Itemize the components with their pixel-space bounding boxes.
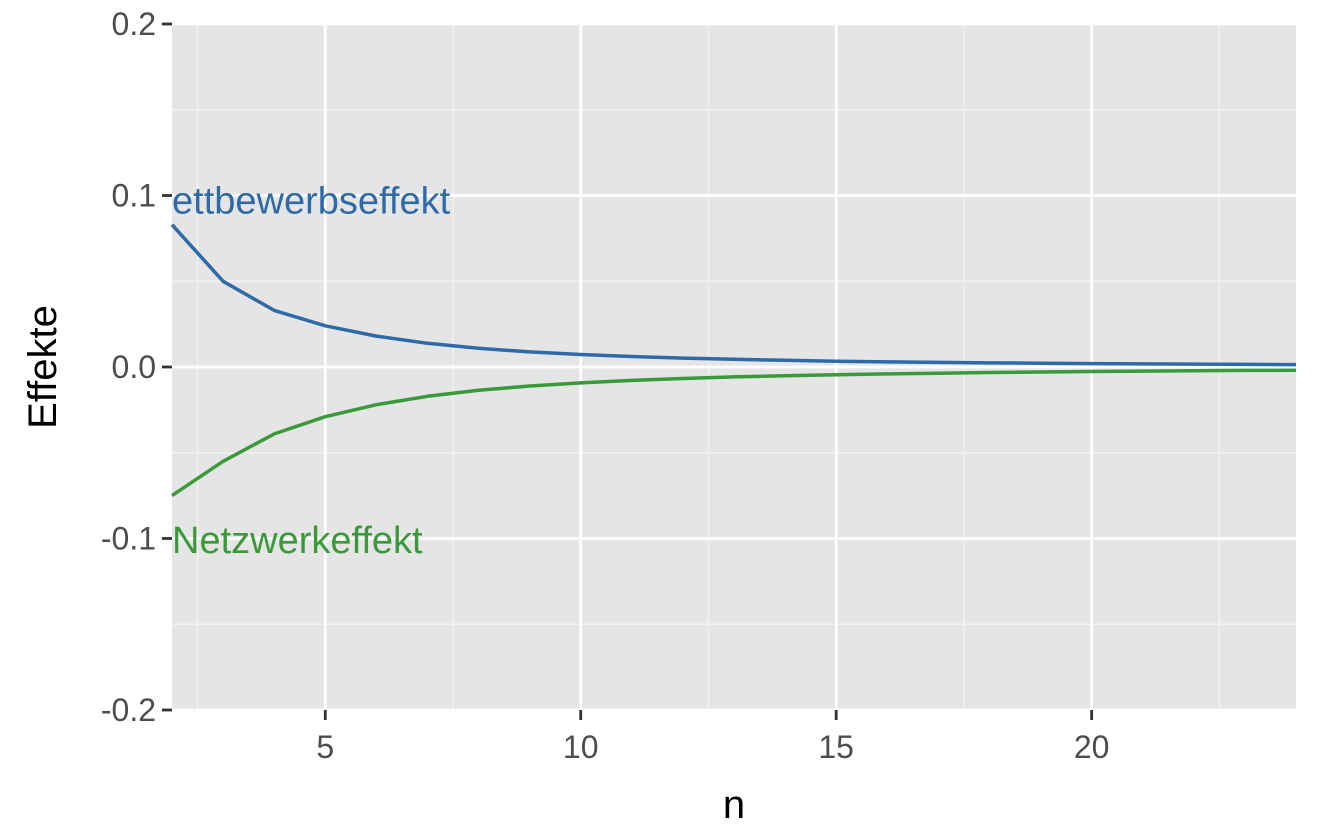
series-lines bbox=[170, 223, 1297, 498]
x-axis: 5 10 15 20 bbox=[316, 710, 1109, 765]
series-line-netzwerk bbox=[171, 368, 1297, 498]
annotation-label: Netzwerkeffekt bbox=[172, 520, 423, 562]
series-line-wettbewerb bbox=[170, 223, 1297, 367]
series-annotations: ettbewerbseffekt Netzwerkeffekt bbox=[172, 181, 451, 563]
y-tick-label: -0.2 bbox=[101, 692, 156, 728]
x-tick-label: 20 bbox=[1074, 729, 1110, 765]
major-gridlines bbox=[172, 22, 1296, 712]
annotation-label: ettbewerbseffekt bbox=[172, 181, 451, 223]
y-tick-label: -0.1 bbox=[101, 521, 156, 557]
y-tick-label: 0.0 bbox=[112, 349, 156, 385]
x-tick-label: 5 bbox=[316, 729, 334, 765]
x-tick-label: 15 bbox=[818, 729, 854, 765]
y-axis-title: Effekte bbox=[21, 305, 65, 429]
y-tick-label: 0.2 bbox=[112, 6, 156, 42]
y-tick-label: 0.1 bbox=[112, 178, 156, 214]
y-axis: -0.2 -0.1 0.0 0.1 0.2 bbox=[101, 6, 172, 728]
x-axis-title: n bbox=[723, 783, 745, 827]
x-tick-label: 10 bbox=[563, 729, 599, 765]
